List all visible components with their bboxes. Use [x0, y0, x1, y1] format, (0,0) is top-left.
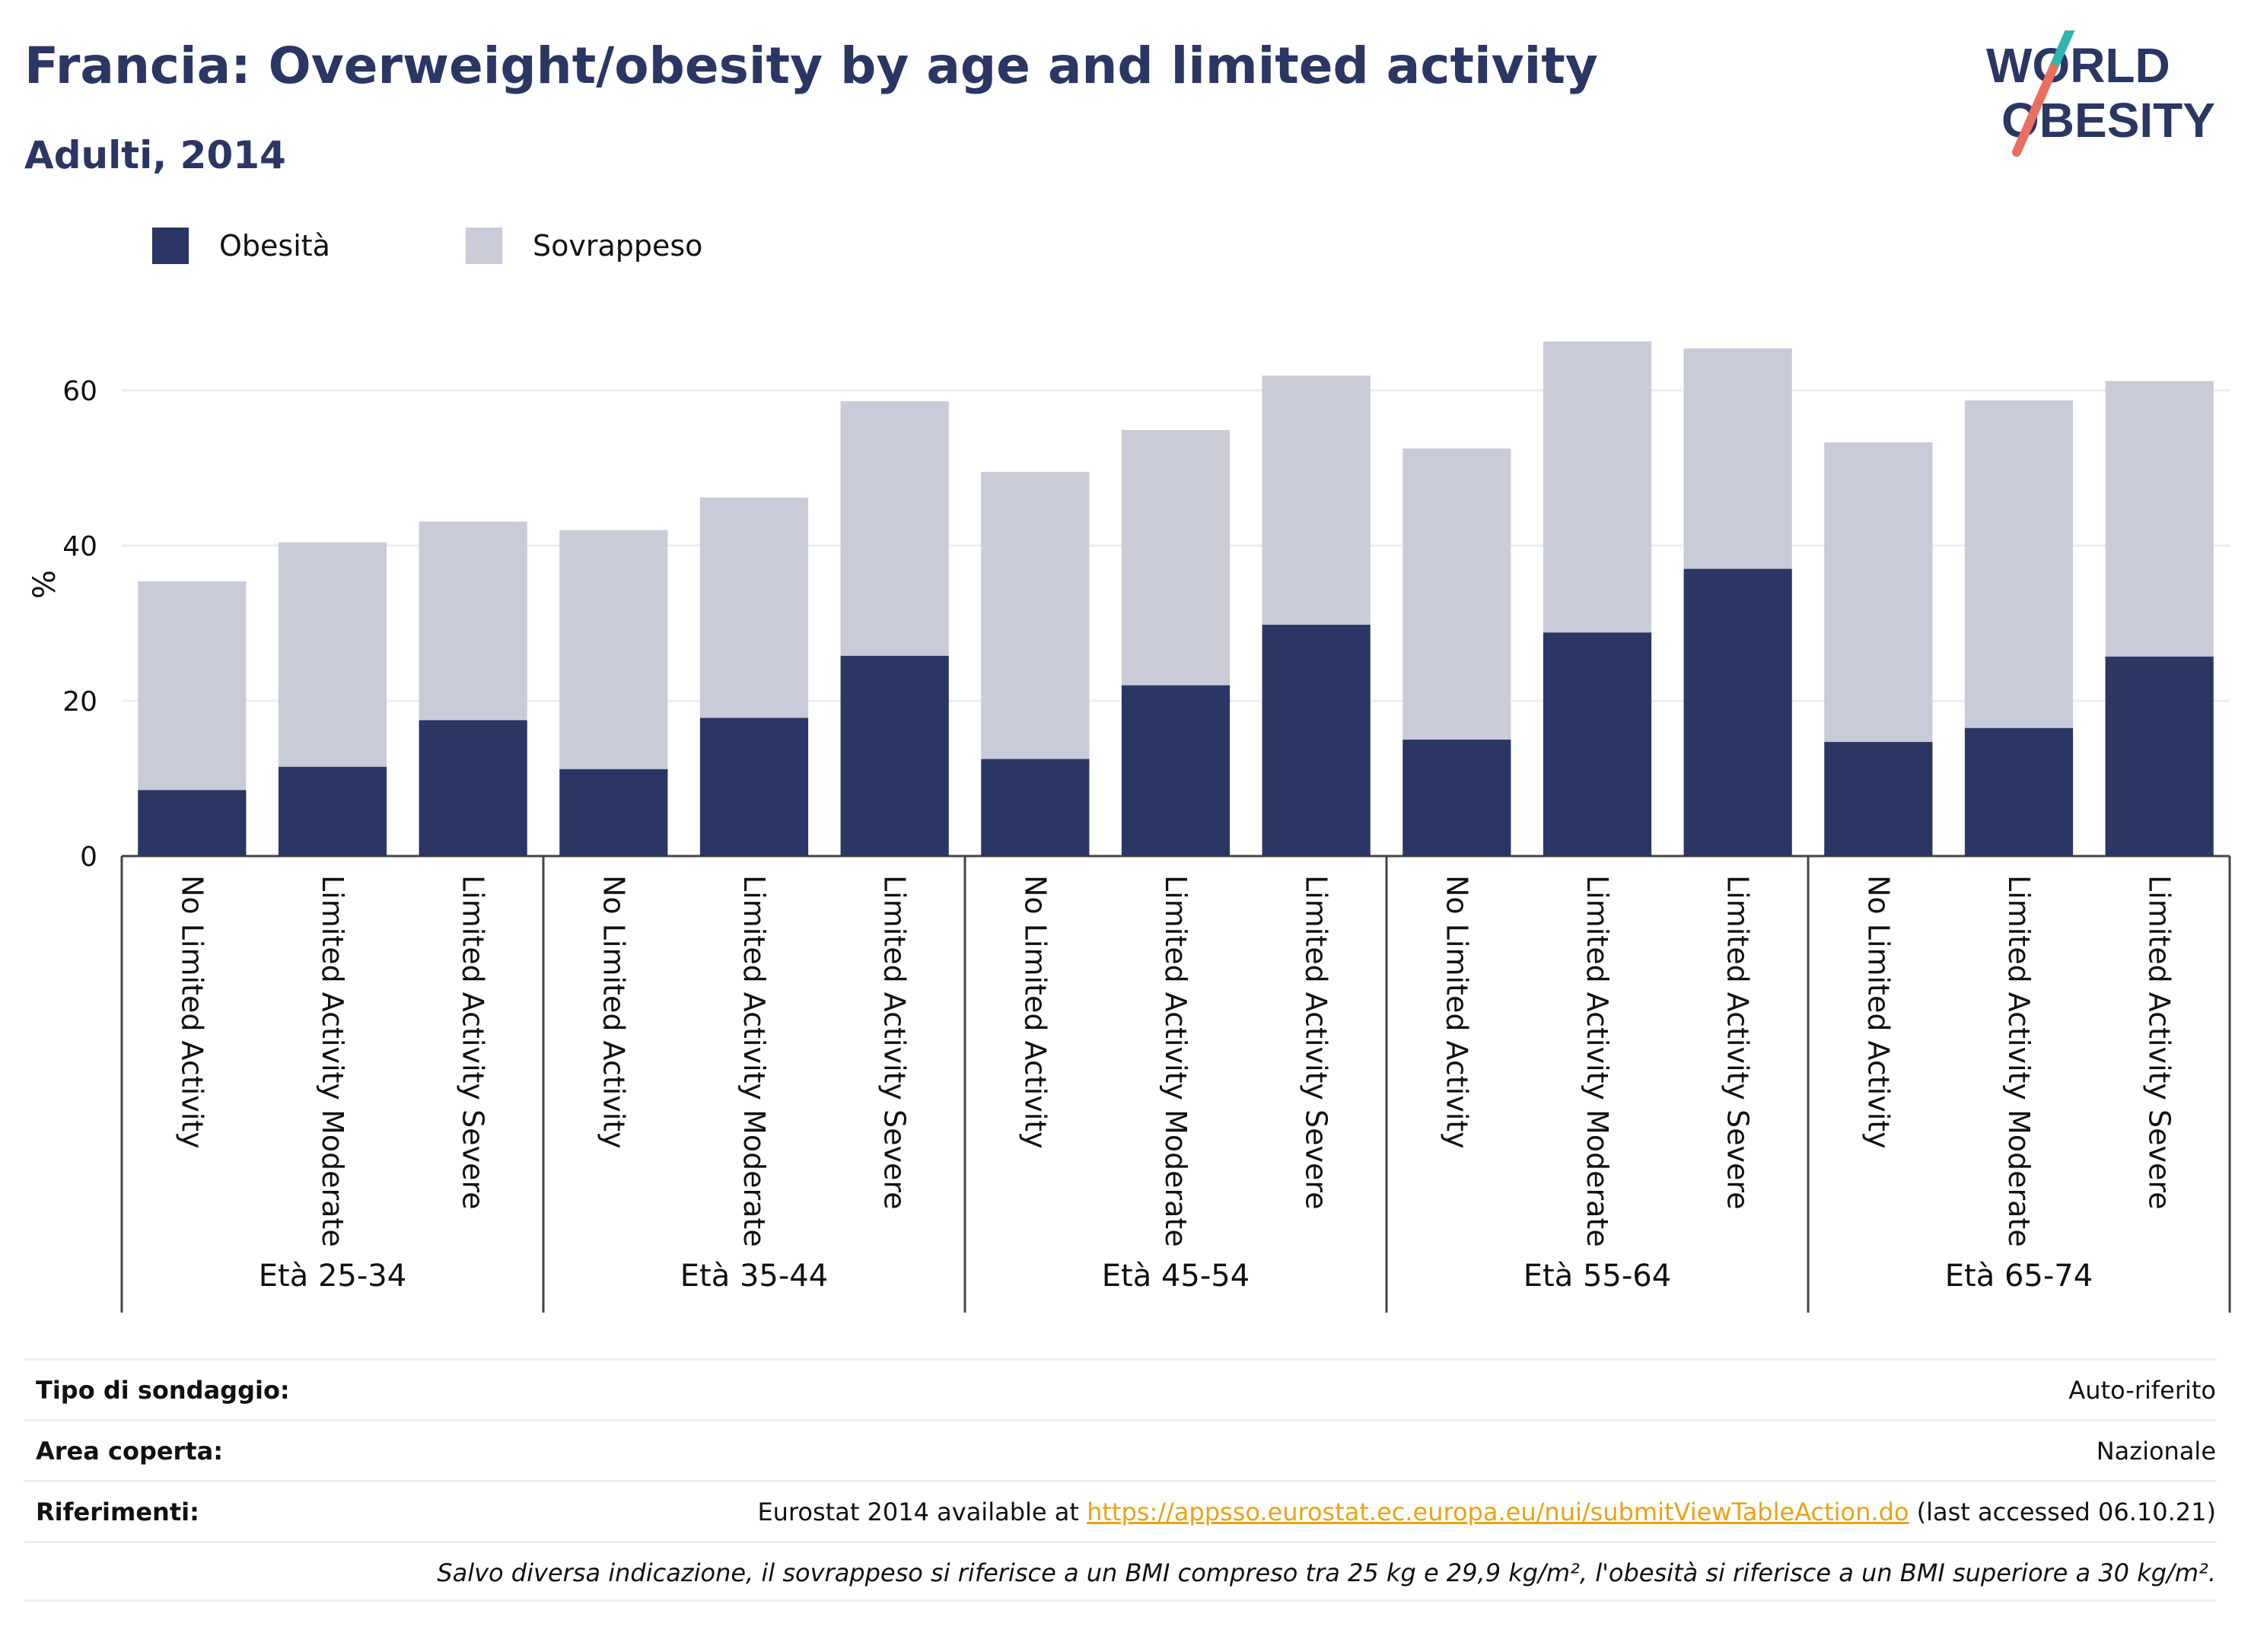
legend-item-obesity[interactable]: Obesità [152, 224, 330, 266]
y-tick-label: 0 [80, 842, 97, 873]
info-row-area: Area coperta: Nazionale [24, 1419, 2216, 1480]
survey-value: Auto-riferito [2068, 1376, 2216, 1405]
bar-obesity [2105, 656, 2214, 856]
bar-overweight [1262, 375, 1371, 625]
world-obesity-logo: WORLD OBESITY [1986, 30, 2215, 157]
info-table: Tipo di sondaggio: Auto-riferito Area co… [24, 1358, 2216, 1602]
bar-overweight [2105, 380, 2214, 657]
bar-obesity [138, 790, 247, 856]
x-category-label: Limited Activity Severe [878, 875, 912, 1210]
bmi-note: Salvo diversa indicazione, il sovrappeso… [437, 1558, 2216, 1587]
references-link[interactable]: https://appsso.eurostat.ec.europa.eu/nui… [1087, 1498, 1909, 1526]
bar-obesity [419, 720, 527, 856]
x-group-label: Età 35-44 [680, 1259, 828, 1294]
bar-obesity [1683, 568, 1792, 856]
logo-slash-coral [2012, 64, 2058, 157]
x-category-label: No Limited Activity [1440, 875, 1473, 1149]
y-axis-label: % [27, 570, 62, 599]
x-category-label: Limited Activity Moderate [316, 875, 349, 1247]
bar-obesity [1262, 625, 1371, 856]
chart-subtitle: Adulti, 2014 [24, 133, 286, 177]
stacked-bar-chart: 0 20 40 60% No Limited Activity Limited Activ… [27, 341, 2231, 1313]
legend-swatch-overweight [466, 227, 502, 264]
bar-overweight [1824, 442, 1933, 743]
area-value: Nazionale [2096, 1437, 2216, 1466]
area-label: Area coperta: [36, 1437, 224, 1466]
info-row-references: Riferimenti: Eurostat 2014 available at … [24, 1480, 2216, 1541]
x-group-label: Età 65-74 [1945, 1259, 2093, 1294]
x-category-label: Limited Activity Severe [2143, 875, 2176, 1210]
x-category-label: No Limited Activity [1018, 875, 1052, 1149]
bar-overweight [981, 472, 1090, 759]
bar-obesity [559, 769, 668, 856]
x-category-label: Limited Activity Moderate [1581, 875, 1614, 1247]
references-label: Riferimenti: [36, 1498, 199, 1526]
bar-obesity [278, 766, 387, 856]
bar-overweight [278, 542, 387, 767]
y-tick-label: 40 [62, 531, 97, 562]
legend-swatch-obesity [152, 227, 189, 264]
bar-overweight [699, 497, 809, 718]
bar-obesity [1402, 740, 1511, 856]
references-prefix: Eurostat 2014 available at [757, 1498, 1087, 1526]
bar-overweight [1543, 341, 1652, 633]
bar-obesity [1543, 632, 1652, 856]
y-tick-label: 20 [62, 686, 97, 718]
logo-slash-teal [2049, 30, 2074, 73]
x-category-label: No Limited Activity [175, 875, 209, 1149]
x-group-label: Età 25-34 [259, 1259, 406, 1294]
x-category-label: Limited Activity Severe [457, 875, 490, 1210]
info-row-survey: Tipo di sondaggio: Auto-riferito [24, 1358, 2216, 1419]
bar-obesity [1121, 685, 1231, 856]
bar-obesity [699, 718, 809, 856]
bar-overweight [138, 581, 247, 791]
x-group-label: Età 55-64 [1523, 1259, 1671, 1294]
bar-overweight [1402, 448, 1511, 740]
x-category-label: Limited Activity Moderate [737, 875, 771, 1247]
bar-obesity [1824, 742, 1933, 856]
survey-label: Tipo di sondaggio: [36, 1376, 290, 1405]
legend-label-overweight: Sovrappeso [533, 228, 703, 263]
bar-obesity [840, 655, 949, 856]
bar-overweight [419, 521, 527, 721]
x-category-label: No Limited Activity [1861, 875, 1895, 1149]
references-suffix: (last accessed 06.10.21) [1909, 1498, 2216, 1526]
y-tick-label: 60 [62, 376, 97, 407]
legend-label-obesity: Obesità [219, 228, 330, 263]
references-value: Eurostat 2014 available at https://appss… [757, 1498, 2216, 1526]
bar-obesity [981, 759, 1090, 856]
legend-item-overweight[interactable]: Sovrappeso [466, 224, 702, 266]
info-row-note: Salvo diversa indicazione, il sovrappeso… [24, 1541, 2216, 1602]
x-group-label: Età 45-54 [1102, 1259, 1250, 1294]
bar-overweight [840, 401, 949, 656]
bar-overweight [559, 530, 668, 769]
x-category-label: Limited Activity Moderate [2002, 875, 2036, 1247]
x-category-label: Limited Activity Severe [1300, 875, 1333, 1210]
x-category-label: Limited Activity Severe [1721, 875, 1755, 1210]
bar-overweight [1121, 430, 1231, 686]
logo-text-world: WORLD [1986, 38, 2170, 93]
x-category-label: Limited Activity Moderate [1159, 875, 1192, 1247]
bar-overweight [1964, 400, 2074, 728]
x-category-label: No Limited Activity [597, 875, 630, 1149]
bar-overweight [1683, 348, 1792, 569]
bar-obesity [1964, 727, 2074, 856]
chart-title: Francia: Overweight/obesity by age and l… [24, 37, 1598, 95]
